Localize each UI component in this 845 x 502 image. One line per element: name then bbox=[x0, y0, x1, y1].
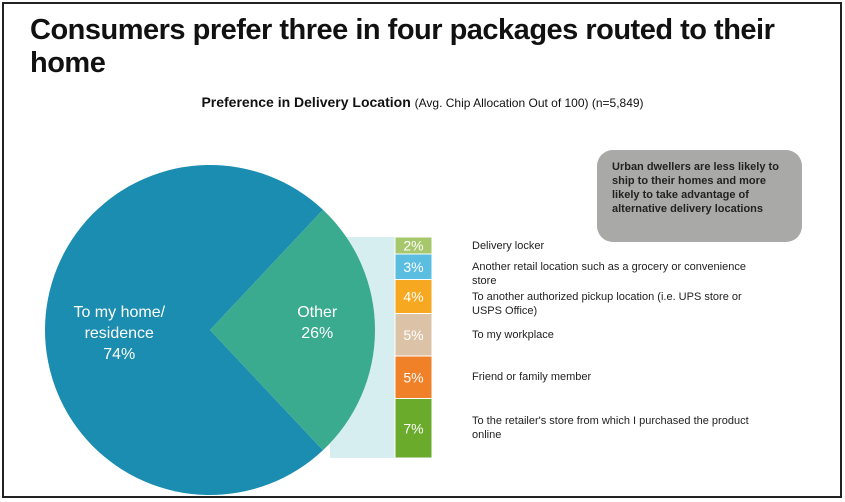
segment-name: Friend or family member bbox=[472, 371, 592, 384]
segment-name: To the retailer's store from which I pur… bbox=[472, 415, 749, 442]
chart-title: Consumers prefer three in four packages … bbox=[30, 14, 775, 79]
pie-slice bbox=[210, 209, 375, 451]
segment-name: To another authorized pickup location (i… bbox=[472, 290, 742, 317]
slice-value: 74% bbox=[103, 346, 136, 363]
slice-name: To my home/ residence bbox=[73, 304, 166, 342]
subtitle-row: Preference in Delivery Location (Avg. Ch… bbox=[0, 94, 845, 110]
subtitle-note: (Avg. Chip Allocation Out of 100) (n=5,8… bbox=[414, 96, 644, 110]
segment-name: Another retail location such as a grocer… bbox=[472, 260, 746, 287]
segment-label: 5% bbox=[403, 327, 423, 343]
pie-slice bbox=[44, 164, 323, 495]
slice-label: Other 26% bbox=[257, 302, 377, 344]
bar-segment bbox=[394, 313, 433, 357]
segment-name: To my workplace bbox=[472, 328, 554, 341]
slice-label: To my home/ residence 74% bbox=[59, 302, 179, 365]
slice-name: Other bbox=[297, 304, 338, 321]
subtitle: Preference in Delivery Location bbox=[201, 94, 411, 110]
segment-label: 5% bbox=[403, 369, 423, 385]
annotation: Urban dwellers are less likely to ship t… bbox=[612, 161, 779, 215]
segment-label: 7% bbox=[403, 420, 423, 436]
segment-label: 4% bbox=[403, 289, 423, 305]
segment-label: 3% bbox=[403, 259, 423, 275]
annotation-box bbox=[597, 150, 802, 242]
bar-segment bbox=[394, 355, 433, 399]
bar-segment bbox=[394, 253, 433, 280]
bar-segment bbox=[394, 279, 433, 314]
slice-value: 26% bbox=[301, 325, 334, 342]
segment-label: 2% bbox=[403, 238, 423, 254]
bar-segment bbox=[394, 398, 433, 459]
segment-name: Delivery locker bbox=[472, 239, 545, 252]
